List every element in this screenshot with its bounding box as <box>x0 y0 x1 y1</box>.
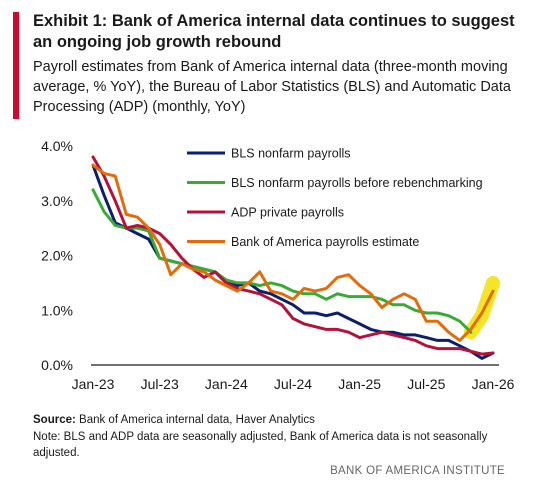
x-tick-label: Jul-24 <box>274 376 312 392</box>
footnote: Note: BLS and ADP data are seasonally ad… <box>33 431 488 459</box>
legend-label: BLS nonfarm payrolls before rebenchmarki… <box>231 176 483 190</box>
x-tick-label: Jul-25 <box>407 376 445 392</box>
legend-label: Bank of America payrolls estimate <box>231 235 419 249</box>
x-tick-label: Jan-25 <box>338 376 381 392</box>
x-tick-label: Jan-26 <box>472 376 515 392</box>
chart-subtitle: Payroll estimates from Bank of America i… <box>33 59 511 115</box>
legend-label: BLS nonfarm payrolls <box>231 147 351 161</box>
y-tick-label: 2.0% <box>41 248 73 264</box>
source-line: Source: Bank of America internal data, H… <box>33 412 528 428</box>
y-tick-label: 3.0% <box>41 193 73 209</box>
legend-label: ADP private payrolls <box>231 206 344 220</box>
y-tick-label: 0.0% <box>41 357 73 373</box>
series-line-4 <box>91 163 495 342</box>
y-tick-label: 4.0% <box>41 138 73 154</box>
accent-bar <box>13 12 19 119</box>
page-title: Exhibit 1: Bank of America internal data… <box>33 12 515 51</box>
series-line-1 <box>91 163 495 360</box>
line-chart: 4.0% 3.0% 2.0% 1.0% 0.0% Jan-23 Jul-23 Jan-24 Ju… <box>41 138 515 392</box>
brand-mark: BANK OF AMERICA INSTITUTE <box>330 465 505 477</box>
x-tick-label: Jan-24 <box>205 376 248 392</box>
x-tick-label: Jul-23 <box>141 376 179 392</box>
y-tick-label: 1.0% <box>41 302 73 318</box>
x-tick-label: Jan-23 <box>72 376 115 392</box>
series-line-2 <box>91 188 473 334</box>
source-text: Bank of America internal data, Haver Ana… <box>75 414 315 426</box>
source-label: Source: <box>33 414 76 426</box>
series-line-3 <box>91 155 495 356</box>
highlight-band <box>463 275 500 340</box>
